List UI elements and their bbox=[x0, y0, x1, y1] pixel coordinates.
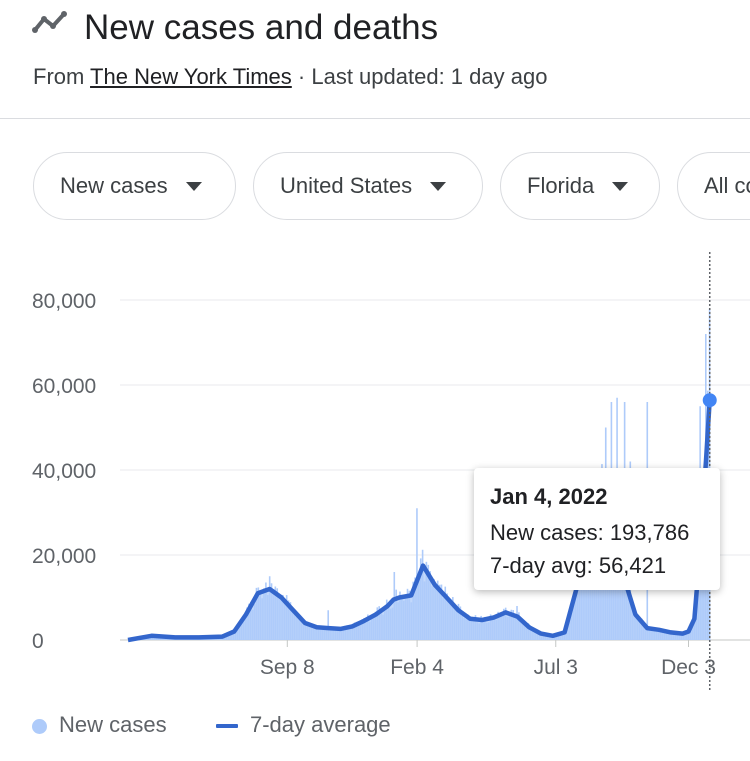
header-divider bbox=[0, 118, 750, 119]
chart-tooltip: Jan 4, 2022 New cases: 193,786 7-day avg… bbox=[474, 468, 720, 590]
y-tick-label: 0 bbox=[32, 630, 44, 653]
source-link[interactable]: The New York Times bbox=[90, 64, 292, 89]
x-tick-label: Jul 3 bbox=[534, 656, 578, 679]
filter-chips: New cases United States Florida All coun… bbox=[0, 152, 750, 224]
source-line: From The New York Times · Last updated: … bbox=[33, 64, 547, 90]
tooltip-average: 7-day avg: 56,421 bbox=[490, 553, 667, 578]
x-tick-label: Feb 4 bbox=[390, 656, 444, 679]
new-cases-legend-dot bbox=[32, 719, 47, 734]
tooltip-date: Jan 4, 2022 bbox=[490, 484, 608, 509]
y-tick-label: 20,000 bbox=[32, 545, 96, 568]
dropdown-arrow-icon bbox=[185, 181, 202, 191]
metric-dropdown-label: New cases bbox=[60, 173, 168, 198]
dropdown-arrow-icon bbox=[612, 181, 629, 191]
trending-line-icon bbox=[32, 11, 67, 33]
card-header: New cases and deaths From The New York T… bbox=[0, 0, 750, 118]
state-dropdown[interactable]: Florida bbox=[500, 152, 660, 220]
y-tick-label: 60,000 bbox=[32, 375, 96, 398]
state-dropdown-label: Florida bbox=[527, 173, 595, 198]
x-tick-label: Sep 8 bbox=[260, 656, 315, 679]
y-tick-label: 40,000 bbox=[32, 460, 96, 483]
daily-case-bar bbox=[416, 508, 418, 640]
y-tick-label: 80,000 bbox=[32, 290, 96, 313]
average-legend-line bbox=[216, 724, 238, 728]
metric-dropdown[interactable]: New cases bbox=[33, 152, 236, 220]
highlight-point bbox=[702, 393, 717, 408]
county-dropdown-label: All counties bbox=[704, 173, 750, 198]
country-dropdown-label: United States bbox=[280, 173, 413, 198]
dropdown-arrow-icon bbox=[430, 181, 447, 191]
legend-seven-day-average: 7-day average bbox=[250, 712, 391, 737]
legend-new-cases: New cases bbox=[59, 712, 167, 737]
tooltip-cases: New cases: 193,786 bbox=[490, 520, 690, 545]
country-dropdown[interactable]: United States bbox=[253, 152, 483, 220]
county-dropdown[interactable]: All counties bbox=[677, 152, 750, 220]
daily-case-bar bbox=[327, 610, 330, 640]
cases-chart[interactable]: 0 20,000 40,000 60,000 80,000 Sep 8 Feb 4 Jul … bbox=[0, 240, 750, 690]
page-title: New cases and deaths bbox=[84, 8, 439, 47]
last-updated: · Last updated: 1 day ago bbox=[291, 64, 548, 89]
subtitle-prefix: From bbox=[33, 64, 91, 89]
seven-day-average-line bbox=[127, 400, 712, 643]
x-tick-label: Dec 3 bbox=[661, 656, 716, 679]
